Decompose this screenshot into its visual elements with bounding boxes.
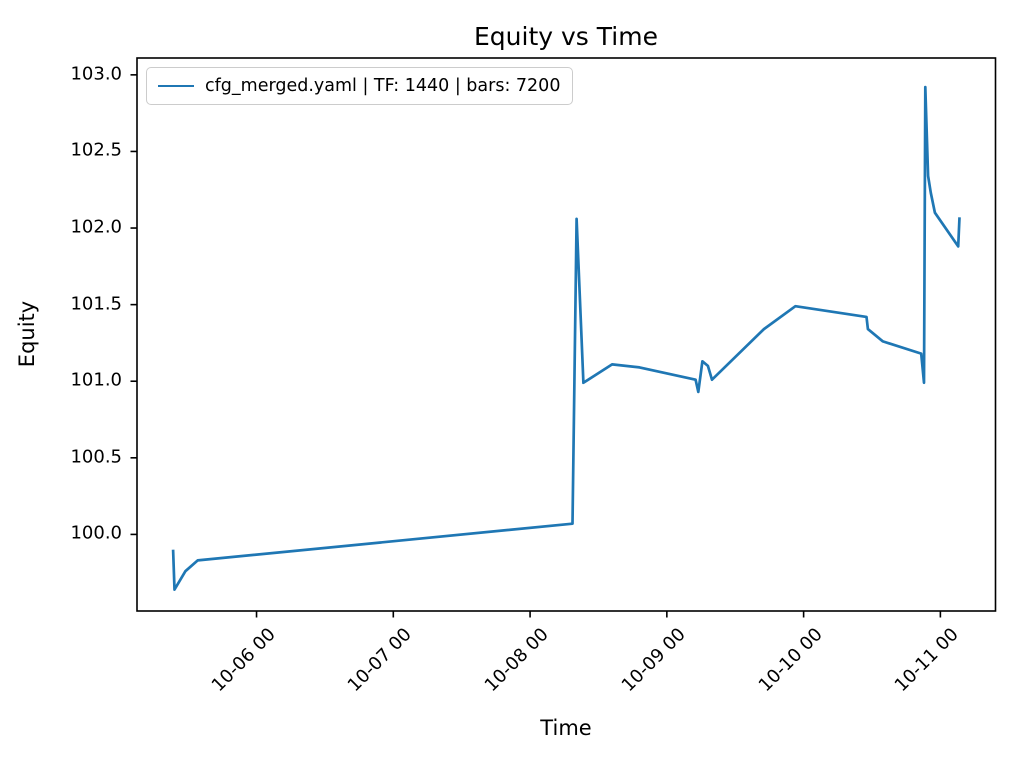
equity-line — [171, 85, 961, 591]
chart-title: Equity vs Time — [474, 22, 658, 51]
x-axis-label: Time — [540, 716, 592, 740]
y-tick-label: 102.0 — [70, 216, 122, 238]
legend-label: cfg_merged.yaml | TF: 1440 | bars: 7200 — [205, 76, 561, 96]
y-tick-label: 100.0 — [70, 523, 122, 545]
legend-line-sample — [158, 85, 194, 87]
y-tick-label: 100.5 — [70, 446, 122, 468]
y-tick-label: 102.5 — [70, 140, 122, 162]
y-tick-label: 101.5 — [70, 293, 122, 315]
y-tick-label: 103.0 — [70, 63, 122, 85]
y-tick-label: 101.0 — [70, 369, 122, 391]
legend: cfg_merged.yaml | TF: 1440 | bars: 7200 — [146, 67, 574, 105]
axes-frame — [136, 57, 997, 612]
y-axis-label: Equity — [15, 300, 39, 368]
